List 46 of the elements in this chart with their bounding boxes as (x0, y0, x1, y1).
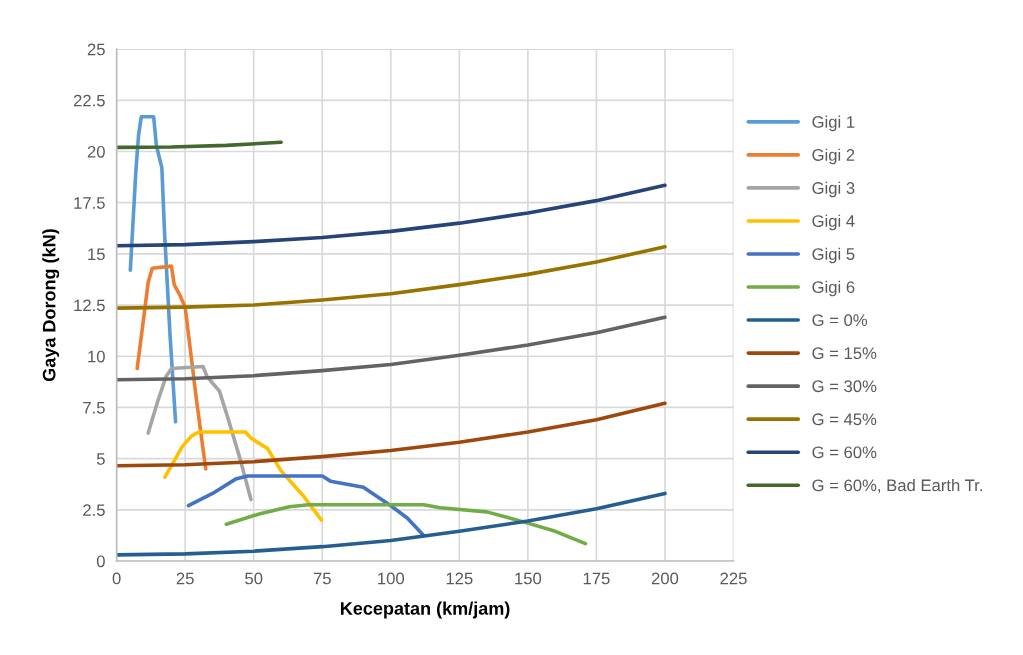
x-tick-label: 50 (245, 572, 263, 585)
y-tick-label: 22.5 (73, 94, 105, 107)
x-tick-label: 150 (515, 572, 542, 585)
y-tick-label: 25 (87, 43, 105, 56)
line-series (146, 364, 253, 502)
x-tick-label: 225 (720, 572, 747, 585)
y-tick-label: 0 (96, 555, 105, 568)
legend-label: Gigi 4 (812, 214, 855, 231)
line-series (116, 183, 667, 248)
y-tick-label: 5 (96, 453, 105, 465)
line-series (135, 264, 208, 471)
legend-label: G = 15% (812, 347, 877, 360)
y-axis-title: Gaya Dorong (kN) (42, 229, 60, 382)
legend-label: G = 60%, Bad Earth Tr. (812, 479, 982, 494)
x-tick-label: 75 (313, 572, 331, 585)
line-series (224, 502, 588, 546)
line-series (116, 401, 667, 468)
line-series (116, 244, 667, 310)
line-series (128, 114, 178, 424)
line-series (116, 315, 667, 382)
x-tick-label: 200 (651, 572, 679, 585)
y-tick-label: 10 (88, 350, 105, 363)
y-tick-label: 17.5 (74, 197, 105, 209)
legend-label: Gigi 5 (812, 247, 855, 264)
x-axis-title: Kecepatan (km/jam) (340, 601, 510, 619)
x-tick-label: 125 (446, 572, 473, 585)
x-tick-label: 100 (378, 572, 405, 585)
y-tick-label: 2.5 (83, 504, 105, 517)
legend-label: Gigi 2 (812, 148, 855, 165)
line-series (163, 430, 324, 522)
line-series (186, 474, 426, 538)
x-tick-label: 25 (176, 572, 194, 585)
y-tick-label: 20 (87, 145, 105, 158)
y-tick-label: 15 (88, 248, 105, 261)
y-tick-label: 12.5 (74, 299, 105, 312)
legend-label: Gigi 6 (812, 280, 855, 297)
legend-label: G = 60% (812, 446, 877, 459)
line-series (116, 491, 667, 557)
x-tick-label: 175 (583, 572, 610, 585)
legend-label: G = 0% (812, 314, 868, 327)
legend-label: Gigi 3 (812, 181, 855, 198)
legend-label: Gigi 1 (812, 115, 855, 132)
legend-label: G = 30% (812, 380, 877, 393)
y-tick-label: 7.5 (83, 402, 105, 414)
x-tick-label: 0 (112, 572, 121, 585)
legend-label: G = 45% (812, 413, 877, 426)
